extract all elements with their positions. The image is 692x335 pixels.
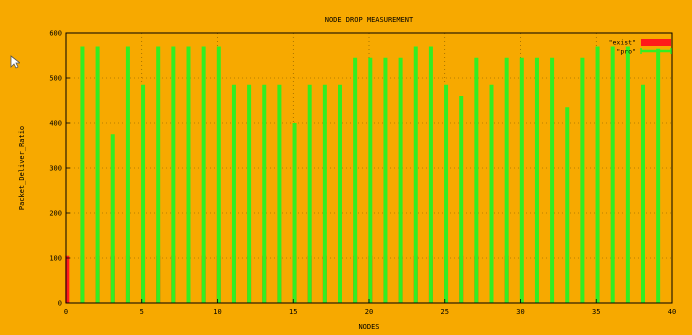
legend-swatch-exist (641, 39, 671, 46)
bar-pro (428, 46, 433, 303)
bar-pro (565, 107, 570, 303)
x-tick-label: 25 (441, 308, 449, 316)
bar-pro (519, 57, 524, 303)
bar-pro (444, 84, 449, 303)
y-tick-label: 600 (49, 30, 62, 38)
bar-pro (504, 57, 509, 303)
mouse-pointer-icon (10, 55, 20, 69)
bar-pro (459, 96, 464, 303)
y-tick-label: 100 (49, 255, 62, 263)
bar-pro (368, 57, 373, 303)
bar-pro (489, 84, 494, 303)
x-tick-label: 5 (140, 308, 144, 316)
y-tick-label: 0 (58, 300, 62, 308)
legend: "exist""pro" (609, 39, 672, 56)
x-tick-label: 0 (64, 308, 68, 316)
bar-pro (95, 46, 100, 303)
y-tick-label: 300 (49, 165, 62, 173)
bar-pro (580, 57, 585, 303)
y-tick-label: 400 (49, 120, 62, 128)
bar-pro (156, 46, 161, 303)
bar-pro (398, 57, 403, 303)
bar-pro (262, 84, 267, 303)
bar-pro (292, 123, 297, 303)
bar-pro (534, 57, 539, 303)
bar-pro (277, 84, 282, 303)
bar-pro (550, 57, 555, 303)
bar-pro (383, 57, 388, 303)
x-tick-label: 30 (516, 308, 524, 316)
x-tick-label: 15 (289, 308, 297, 316)
bar-pro (110, 134, 115, 303)
bar-pro (641, 84, 645, 303)
bars (65, 46, 661, 303)
bar-pro (322, 84, 327, 303)
y-axis-label: Packet_Deliver_Ratio (18, 126, 26, 210)
bar-pro (474, 57, 479, 303)
bar-pro (216, 46, 221, 303)
legend-label: "pro" (616, 48, 636, 56)
x-tick-label: 20 (365, 308, 373, 316)
bar-pro (353, 57, 358, 303)
legend-label: "exist" (609, 39, 636, 47)
x-tick-label: 35 (592, 308, 600, 316)
bar-pro (141, 84, 146, 303)
bar-pro (307, 84, 312, 303)
bar-pro (247, 84, 252, 303)
chart-title: NODE DROP MEASUREMENT (325, 16, 414, 24)
bar-pro (610, 46, 615, 303)
y-tick-label: 200 (49, 210, 62, 218)
bar-pro (201, 46, 206, 303)
bar-exist (65, 255, 70, 303)
bar-pro (595, 46, 600, 303)
y-tick-label: 500 (49, 75, 62, 83)
bar-pro (171, 46, 176, 303)
bar-pro (186, 46, 191, 303)
bar-pro (80, 46, 85, 303)
bar-pro (413, 46, 418, 303)
bar-pro (656, 48, 661, 303)
x-axis-label: NODES (358, 323, 379, 331)
bar-pro (231, 84, 236, 303)
bar-pro (625, 46, 630, 303)
bar-pro (338, 84, 342, 303)
tick-labels: 0 100 200 300 400 500 600 0 5 10 15 20 25 30 35 40 (49, 30, 676, 317)
x-tick-label: 10 (213, 308, 221, 316)
bar-pro (125, 46, 130, 303)
x-tick-label: 40 (668, 308, 676, 316)
